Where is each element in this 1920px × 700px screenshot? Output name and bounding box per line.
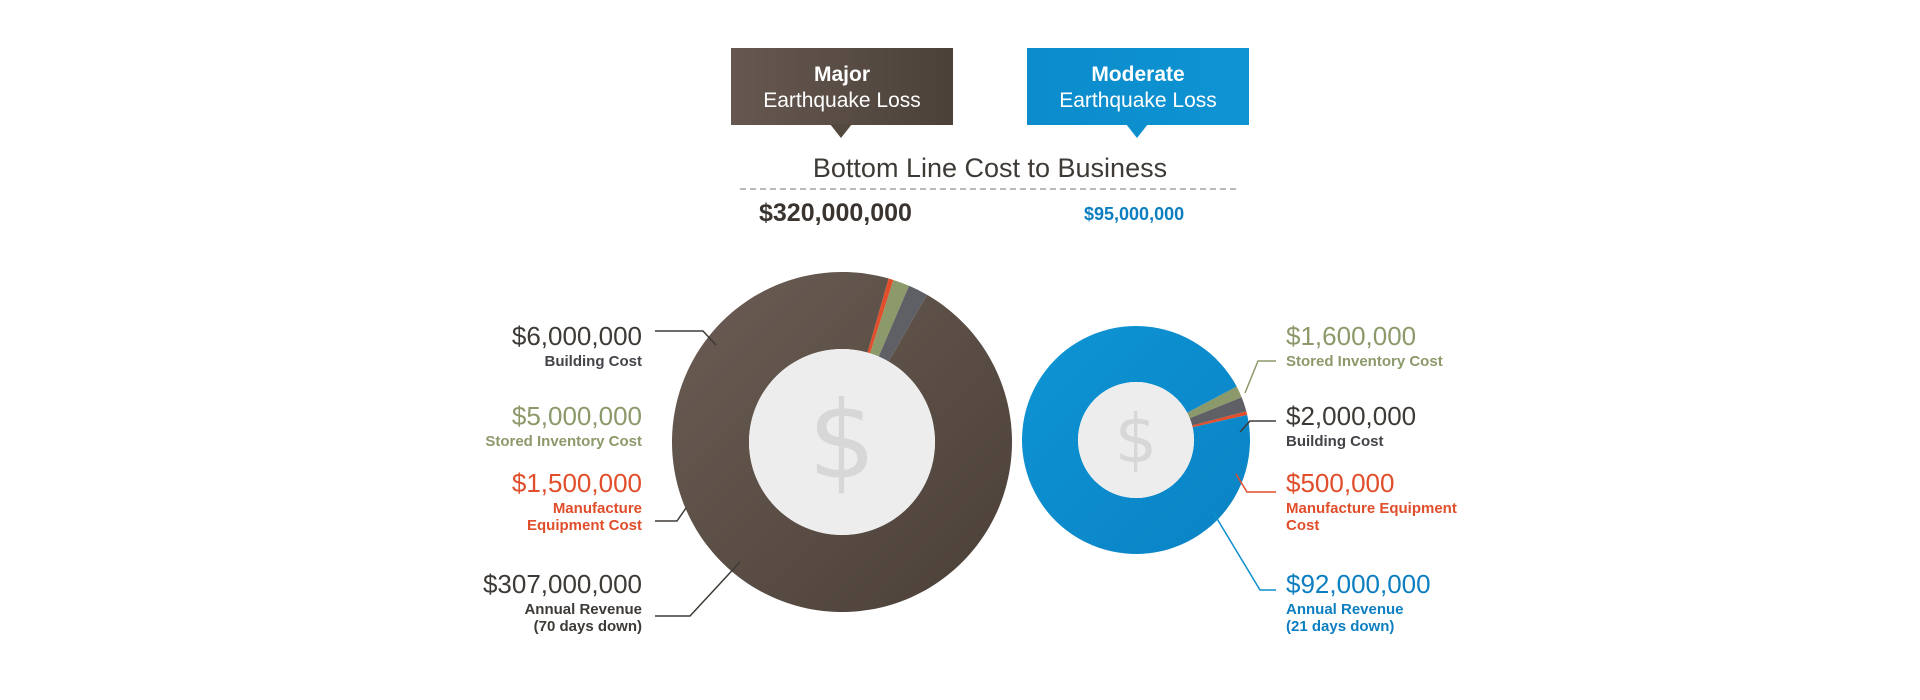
moderate-slice-equipment [1192,411,1248,428]
major-slice-equipment [867,278,894,354]
moderate-name-equipment: Manufacture Equipment [1286,500,1457,517]
moderate-value-revenue: $92,000,000 [1286,569,1431,599]
major-header-line1: Major [813,62,870,86]
major-total-cost: $320,000,000 [759,199,912,227]
major-loss-header: Major Earthquake Loss [731,48,953,125]
moderate-name-building: Building Cost [1286,433,1384,450]
major-name-equipment: Manufacture [552,500,642,517]
major-leader-equipment [655,507,687,522]
major-leader-revenue [655,561,741,617]
major-header-line2: Earthquake Loss [763,88,921,112]
major-name-revenue: (70 days down) [533,618,642,635]
moderate-leader-building [1239,420,1276,433]
moderate-name-equipment: Cost [1286,517,1320,534]
bottom-line-title: Bottom Line Cost to Business [812,153,1168,183]
major-name-revenue: Annual Revenue [524,601,642,618]
major-label-equipment: $1,500,000 Manufacture Equipment Cost [512,470,642,534]
major-value-revenue: $307,000,000 [482,569,642,599]
major-slice-revenue [672,272,1013,612]
moderate-loss-header: Moderate Earthquake Loss [1027,48,1249,125]
moderate-header-line2: Earthquake Loss [1059,88,1217,112]
moderate-value-building: $2,000,000 [1286,401,1417,431]
moderate-name-revenue: (21 days down) [1286,618,1395,635]
dashed-divider [740,188,1236,190]
moderate-label-equipment: $500,000 Manufacture Equipment Cost [1286,470,1457,534]
moderate-value-inventory: $1,600,000 [1286,321,1417,351]
moderate-center-circle [1078,382,1194,498]
moderate-name-revenue: Annual Revenue [1286,601,1404,618]
major-leader-building [655,330,717,346]
moderate-label-revenue: $92,000,000 Annual Revenue (21 days down) [1286,571,1431,635]
moderate-total-cost: $95,000,000 [1084,204,1185,224]
moderate-slice-inventory [1187,386,1242,419]
major-label-revenue: $307,000,000 Annual Revenue (70 days down) [483,571,642,635]
major-slice-inventory [870,279,910,357]
dollar-icon: $ [1115,400,1157,478]
moderate-leader-inventory [1244,360,1276,394]
major-label-inventory: $5,000,000 Stored Inventory Cost [485,403,642,450]
major-header-pointer [830,124,852,138]
moderate-value-equipment: $500,000 [1286,468,1395,498]
dollar-icon: $ [808,379,876,503]
moderate-label-inventory: $1,600,000 Stored Inventory Cost [1286,323,1443,370]
major-center-circle [749,349,935,535]
major-name-building: Building Cost [544,353,643,370]
moderate-slice-building [1189,397,1247,426]
major-value-inventory: $5,000,000 [511,401,642,431]
moderate-header-line1: Moderate [1091,62,1185,86]
moderate-label-building: $2,000,000 Building Cost [1286,403,1416,450]
moderate-leader-revenue [1212,511,1276,591]
major-name-equipment: Equipment Cost [527,517,642,534]
moderate-name-inventory: Stored Inventory Cost [1286,353,1443,370]
major-slice-building [878,285,927,362]
major-name-inventory: Stored Inventory Cost [485,433,642,450]
moderate-slice-revenue [1022,326,1251,555]
major-label-building: $6,000,000 Building Cost [512,323,642,370]
major-value-equipment: $1,500,000 [511,468,642,498]
major-value-building: $6,000,000 [511,321,642,351]
moderate-header-pointer [1126,124,1148,138]
moderate-leader-equipment [1235,473,1276,493]
